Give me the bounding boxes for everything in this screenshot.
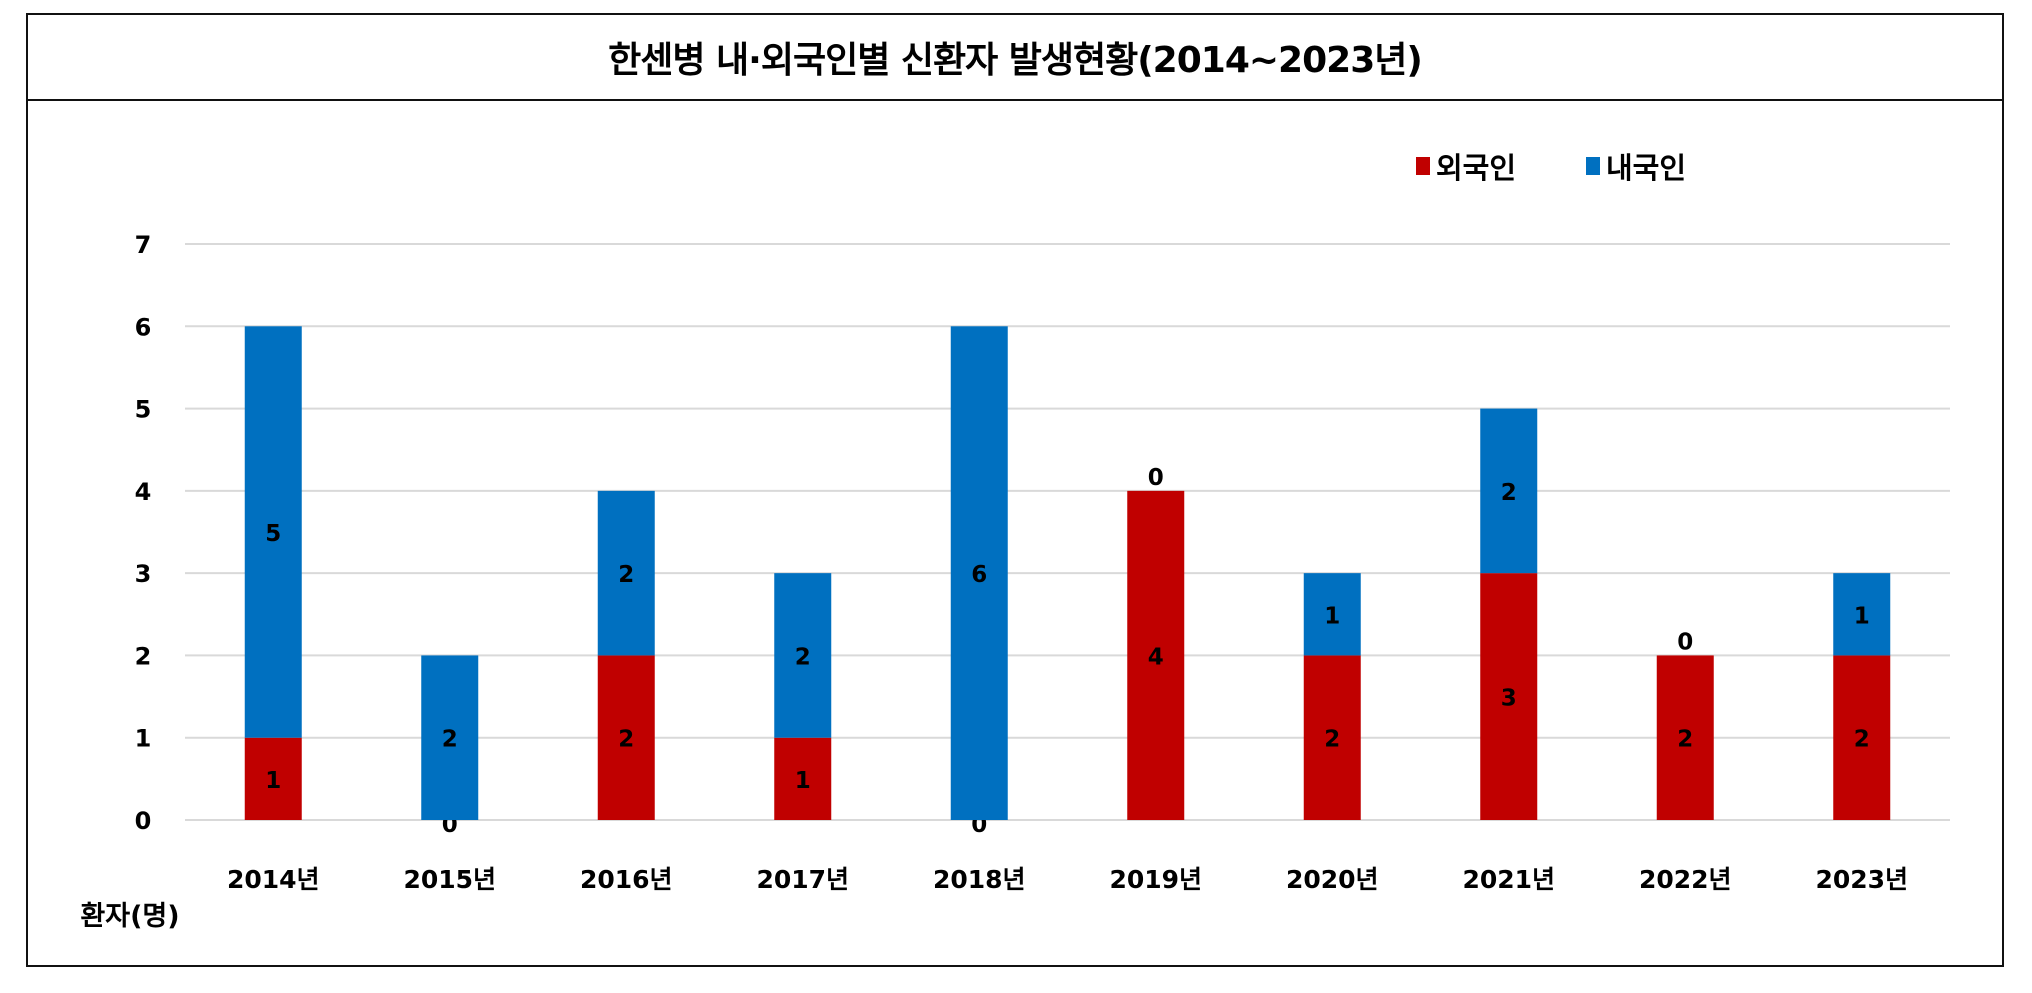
bar-foreign (597, 655, 655, 820)
data-label: 6 (971, 562, 987, 588)
title-bar: 한센병 내·외국인별 신환자 발생현황(2014~2023년) (28, 15, 2002, 101)
y-tick-label: 7 (135, 231, 152, 259)
bar-foreign (1303, 655, 1361, 820)
x-tick-label: 2022년 (1639, 865, 1732, 894)
bar-foreign (244, 737, 302, 820)
data-label: 2 (618, 727, 634, 753)
bar-domestic (421, 655, 479, 820)
bar-foreign (1480, 573, 1538, 820)
bar-domestic (244, 326, 302, 738)
legend-label: 외국인 (1436, 151, 1516, 185)
bar-foreign (1127, 490, 1185, 820)
legend-label: 내국인 (1606, 151, 1686, 185)
data-label: 4 (1148, 644, 1164, 670)
bar-domestic (1480, 408, 1538, 574)
y-tick-label: 2 (135, 642, 152, 670)
bar-domestic (1303, 573, 1361, 656)
x-tick-label: 2021년 (1462, 865, 1555, 894)
legend-swatch-domestic (1586, 157, 1600, 175)
y-tick-label: 3 (135, 560, 152, 588)
x-tick-label: 2016년 (580, 865, 673, 894)
x-tick-label: 2018년 (933, 865, 1026, 894)
data-label: 5 (265, 521, 281, 547)
data-label: 1 (1324, 603, 1340, 629)
x-tick-label: 2017년 (756, 865, 849, 894)
y-tick-label: 1 (135, 725, 152, 753)
bar-domestic (597, 490, 655, 656)
x-tick-label: 2023년 (1815, 865, 1908, 894)
legend-swatch-foreign (1416, 157, 1430, 175)
data-label: 2 (442, 727, 458, 753)
bar-foreign (1833, 655, 1891, 820)
data-label: 1 (265, 768, 281, 794)
data-label: 2 (1501, 480, 1517, 506)
data-label: 2 (1854, 727, 1870, 753)
bar-foreign (774, 737, 832, 820)
data-label: 1 (1854, 603, 1870, 629)
data-label: 2 (618, 562, 634, 588)
x-tick-label: 2015년 (403, 865, 496, 894)
chart-title: 한센병 내·외국인별 신환자 발생현황(2014~2023년) (608, 40, 1423, 81)
data-label: 2 (795, 644, 811, 670)
x-tick-label: 2014년 (227, 865, 320, 894)
y-tick-label: 0 (135, 807, 152, 835)
y-tick-label: 5 (135, 396, 152, 424)
data-label: 0 (1148, 465, 1164, 491)
chart-frame: 한센병 내·외국인별 신환자 발생현황(2014~2023년) (26, 13, 2004, 967)
bar-domestic (1833, 573, 1891, 656)
bar-domestic (774, 573, 832, 738)
x-tick-label: 2020년 (1286, 865, 1379, 894)
bar-domestic (950, 326, 1008, 820)
data-label: 2 (1324, 727, 1340, 753)
data-label: 1 (795, 768, 811, 794)
y-tick-label: 6 (135, 313, 152, 341)
bar-foreign (1656, 655, 1714, 820)
data-label: 3 (1501, 686, 1517, 712)
data-label: 0 (1677, 629, 1693, 655)
data-label: 2 (1677, 727, 1693, 753)
x-tick-label: 2019년 (1109, 865, 1202, 894)
y-tick-label: 4 (135, 478, 152, 506)
y-axis-label: 환자(명) (80, 901, 179, 932)
